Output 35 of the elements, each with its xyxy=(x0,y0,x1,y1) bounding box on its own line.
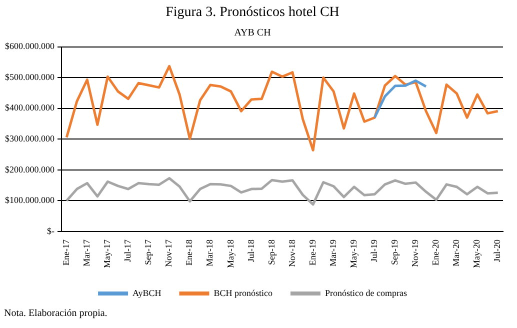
x-tick-label: Jul-18 xyxy=(246,239,256,262)
y-tick-label: $400.000.000 xyxy=(5,102,55,113)
text: Nota. Elaboración propia. xyxy=(3,308,108,319)
x-tick-label: Mar-20 xyxy=(451,239,462,266)
y-tick-label: $100.000.000 xyxy=(5,195,55,206)
chart-title: Figura 3. Pronósticos hotel CH xyxy=(166,5,340,20)
x-tick-label: Jul-19 xyxy=(369,239,380,262)
x-tick-label: May-17 xyxy=(102,239,112,268)
x-tick-label: Sep-17 xyxy=(143,239,154,266)
y-tick-label: $500.000.000 xyxy=(5,72,55,82)
x-tick-label: May-18 xyxy=(225,239,236,268)
x-tick-label: Ene-20 xyxy=(430,239,441,266)
chart-subtitle: AYB CH xyxy=(234,27,271,38)
y-tick-label: $200.000.000 xyxy=(5,164,55,174)
legend-label: BCH pronóstico xyxy=(214,288,273,298)
x-tick-label: May-20 xyxy=(472,239,482,268)
x-tick-label: Mar-19 xyxy=(328,239,338,266)
x-tick-label: Jul-17 xyxy=(122,239,133,262)
x-tick-label: Nov-19 xyxy=(410,239,420,268)
x-tick-label: Mar-17 xyxy=(82,239,92,266)
x-tick-label: Sep-19 xyxy=(390,239,400,266)
legend-label: Pronóstico de compras xyxy=(324,288,408,298)
x-tick-label: Ene-19 xyxy=(307,239,318,266)
x-tick-label: Nov-17 xyxy=(164,239,174,268)
x-tick-label: Mar-18 xyxy=(204,239,215,266)
x-tick-label: May-19 xyxy=(348,239,358,268)
y-tick-label: $300.000.000 xyxy=(5,134,55,144)
x-tick-label: Jul-20 xyxy=(492,239,502,262)
x-tick-label: Ene-18 xyxy=(184,239,194,266)
y-tick-label: $- xyxy=(47,226,54,236)
x-tick-label: Sep-18 xyxy=(266,239,276,266)
x-tick-label: Nov-18 xyxy=(286,239,297,268)
y-tick-label: $600.000.000 xyxy=(5,41,55,52)
legend-label: AyBCH xyxy=(132,288,162,298)
x-tick-label: Ene-17 xyxy=(60,239,71,266)
